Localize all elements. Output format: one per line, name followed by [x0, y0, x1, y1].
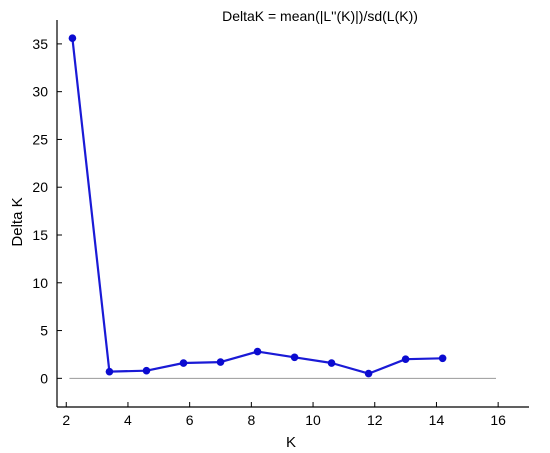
data-point [327, 359, 336, 367]
x-tick-label: 8 [247, 412, 255, 428]
y-tick-label: 15 [32, 227, 48, 243]
x-tick-label: 14 [429, 412, 445, 428]
data-point [290, 353, 299, 362]
data-point [142, 366, 151, 375]
series-line [71, 38, 443, 375]
y-tick-label: 0 [40, 370, 48, 386]
x-tick-label: 6 [186, 412, 194, 428]
y-tick-label: 25 [32, 131, 48, 147]
x-tick-label: 4 [124, 412, 132, 428]
y-axis-title: Delta K [9, 197, 26, 246]
data-point [216, 358, 225, 366]
y-tick-label: 5 [40, 323, 48, 339]
y-tick-label: 10 [32, 275, 48, 291]
data-point [68, 34, 77, 42]
x-axis-title: K [286, 434, 296, 451]
x-tick-label: 2 [62, 412, 70, 428]
chart-title: DeltaK = mean(|L''(K)|)/sd(L(K)) [222, 8, 418, 24]
data-point [401, 355, 410, 364]
data-point [179, 359, 188, 367]
x-tick-label: 10 [305, 412, 321, 428]
data-point [105, 367, 114, 376]
x-tick-label: 12 [367, 412, 383, 428]
y-tick-label: 35 [32, 36, 48, 52]
data-point [438, 354, 447, 363]
data-point [364, 369, 373, 378]
x-tick-label: 16 [490, 412, 506, 428]
y-tick-label: 20 [32, 179, 48, 195]
data-point [253, 347, 262, 356]
y-tick-label: 30 [32, 84, 48, 100]
